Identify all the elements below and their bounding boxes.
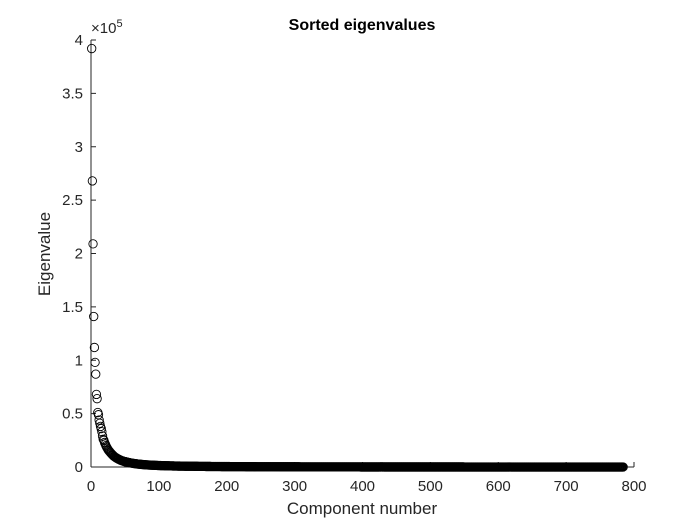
data-point [94, 415, 104, 425]
data-point [90, 357, 100, 368]
x-tick-label: 0 [87, 478, 95, 495]
x-tick-label: 300 [282, 478, 307, 495]
data-point [97, 431, 108, 441]
data-point [95, 418, 105, 428]
x-tick-label: 200 [214, 478, 239, 495]
axes [90, 40, 634, 468]
chart-title: Sorted eigenvalues [289, 17, 436, 34]
y-axis-exponent-power: 5 [116, 18, 122, 30]
y-axis-exponent: ×105 [91, 18, 123, 37]
y-axis-title: Eigenvalue [35, 212, 54, 296]
y-tick-label: 0 [75, 459, 83, 476]
x-tick-label: 400 [350, 478, 375, 495]
y-tick-label: 4 [75, 32, 83, 49]
y-axis-exponent-base: ×10 [91, 20, 116, 37]
x-axis-title: Component number [287, 499, 438, 518]
data-point [92, 394, 102, 404]
data-point [91, 389, 102, 400]
data-point [89, 311, 99, 322]
x-tick-label: 700 [554, 478, 579, 495]
x-tick-label: 800 [621, 478, 646, 495]
y-tick-label: 1 [75, 352, 83, 369]
data-points [87, 43, 628, 472]
data-point [88, 239, 98, 249]
data-point [87, 43, 97, 54]
x-tick-label: 500 [418, 478, 443, 495]
data-point [87, 176, 98, 186]
data-point [91, 369, 101, 379]
y-tick-label: 0.5 [62, 406, 83, 423]
x-tick-label: 100 [146, 478, 171, 495]
data-point [97, 427, 107, 437]
y-tick-label: 2 [75, 246, 83, 263]
x-tick-label: 600 [486, 478, 511, 495]
y-tick-label: 2.5 [62, 192, 83, 209]
data-point [96, 423, 106, 434]
y-tick-label: 1.5 [62, 299, 83, 316]
y-tick-label: 3 [75, 139, 83, 156]
ticks: 0 100 200 300 400 500 600 700 800 0 0.5 1 1.5 2 2.5 3 3.… [62, 32, 646, 495]
y-tick-label: 3.5 [62, 85, 83, 102]
data-point [89, 342, 100, 353]
data-point [618, 462, 628, 472]
